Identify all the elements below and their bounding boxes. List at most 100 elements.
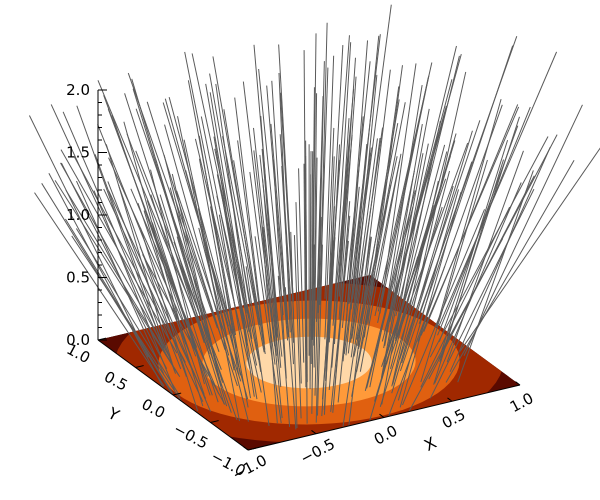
vector-line	[323, 237, 336, 410]
vector-line	[137, 202, 205, 395]
vector-field	[28, 4, 600, 430]
vector-line	[332, 215, 351, 413]
vector-line	[420, 159, 488, 383]
vector-line	[449, 147, 551, 373]
vector-line	[380, 153, 424, 378]
vector-line	[315, 216, 322, 423]
vector-line	[298, 168, 305, 363]
vector-line	[54, 180, 180, 376]
z-tick-label: 1.5	[66, 144, 90, 162]
vector-line	[399, 191, 462, 408]
vector-line	[107, 108, 198, 348]
vector-line	[341, 61, 371, 329]
vector-line	[150, 169, 205, 385]
vector-line	[332, 88, 355, 326]
vector-line	[164, 124, 230, 356]
vector-line	[311, 244, 315, 414]
x-tick-label: 0.5	[439, 405, 469, 432]
vector-line	[429, 188, 535, 399]
vector-line	[377, 75, 430, 324]
x-tick	[515, 381, 521, 386]
x-tick-label: 1.0	[507, 389, 537, 416]
vector-line	[338, 76, 357, 320]
vector-line	[369, 170, 415, 388]
y-tick	[210, 420, 219, 423]
vector-line	[321, 240, 334, 417]
vector-line	[352, 4, 392, 300]
vector-line	[438, 51, 558, 326]
vector-line	[174, 197, 238, 387]
vector-line	[359, 153, 402, 372]
vector-line	[420, 206, 511, 388]
vector-line	[200, 116, 248, 346]
vector-line	[176, 190, 242, 382]
vector-line	[379, 206, 443, 407]
vector-line	[353, 156, 398, 357]
vector-line	[278, 73, 291, 333]
vector-line	[253, 127, 279, 363]
y-tick-label: 0.0	[139, 395, 169, 422]
y-tick	[172, 392, 182, 396]
vector-line	[60, 162, 171, 359]
vector-line	[363, 86, 400, 338]
vector-line	[260, 216, 278, 424]
vector-line	[245, 266, 270, 427]
vector-line	[202, 236, 249, 400]
y-tick-label: −0.5	[171, 420, 212, 453]
vector-line	[313, 93, 318, 346]
vector-line	[48, 173, 164, 389]
vector-line	[434, 182, 522, 384]
vector-line	[325, 156, 335, 381]
vector-line	[385, 155, 451, 359]
vector-line	[233, 160, 266, 355]
vector-line	[159, 194, 225, 405]
vector-line	[223, 109, 260, 327]
vector-line	[327, 45, 344, 313]
z-tick-label: 0.5	[66, 269, 90, 287]
vector-line	[367, 65, 403, 324]
vector-line	[438, 134, 558, 360]
vector-line	[123, 121, 187, 345]
vector-line	[463, 104, 583, 356]
vector-line	[140, 227, 199, 412]
z-tick-label: 2.0	[66, 81, 90, 99]
vector-line	[391, 186, 454, 394]
vector-line	[381, 143, 429, 379]
vector-line	[150, 194, 219, 403]
vector-line	[399, 120, 481, 360]
vector-line	[65, 189, 181, 377]
vector-line	[135, 150, 222, 370]
vector-line	[254, 236, 282, 424]
vector-line	[173, 241, 238, 420]
y-tick-label: 0.5	[101, 368, 131, 395]
vector-line	[135, 108, 220, 352]
vector-line	[295, 202, 302, 384]
vector-line	[131, 78, 203, 316]
vector-line	[103, 188, 204, 402]
vector-line	[258, 68, 284, 315]
vector-line	[249, 171, 276, 365]
vector-line	[333, 42, 352, 318]
x-tick	[379, 413, 385, 418]
vector-line	[315, 96, 324, 322]
vector-line	[93, 190, 176, 391]
vector-line	[280, 92, 295, 319]
vector-line	[305, 155, 308, 383]
vector-line	[350, 137, 381, 358]
vector-line	[50, 104, 167, 356]
vector-line	[313, 157, 318, 368]
vector-line	[319, 67, 329, 305]
y-tick	[97, 337, 107, 341]
vector-line	[271, 80, 288, 325]
x-tick	[447, 397, 453, 402]
vector-line	[277, 275, 291, 427]
vector-line	[353, 74, 378, 316]
z-tick-label: 0.0	[66, 331, 90, 349]
vector-line	[381, 201, 420, 405]
vector-line	[311, 87, 315, 340]
vector-line	[76, 105, 163, 346]
vector-line	[394, 133, 457, 342]
vector-line	[379, 63, 417, 314]
